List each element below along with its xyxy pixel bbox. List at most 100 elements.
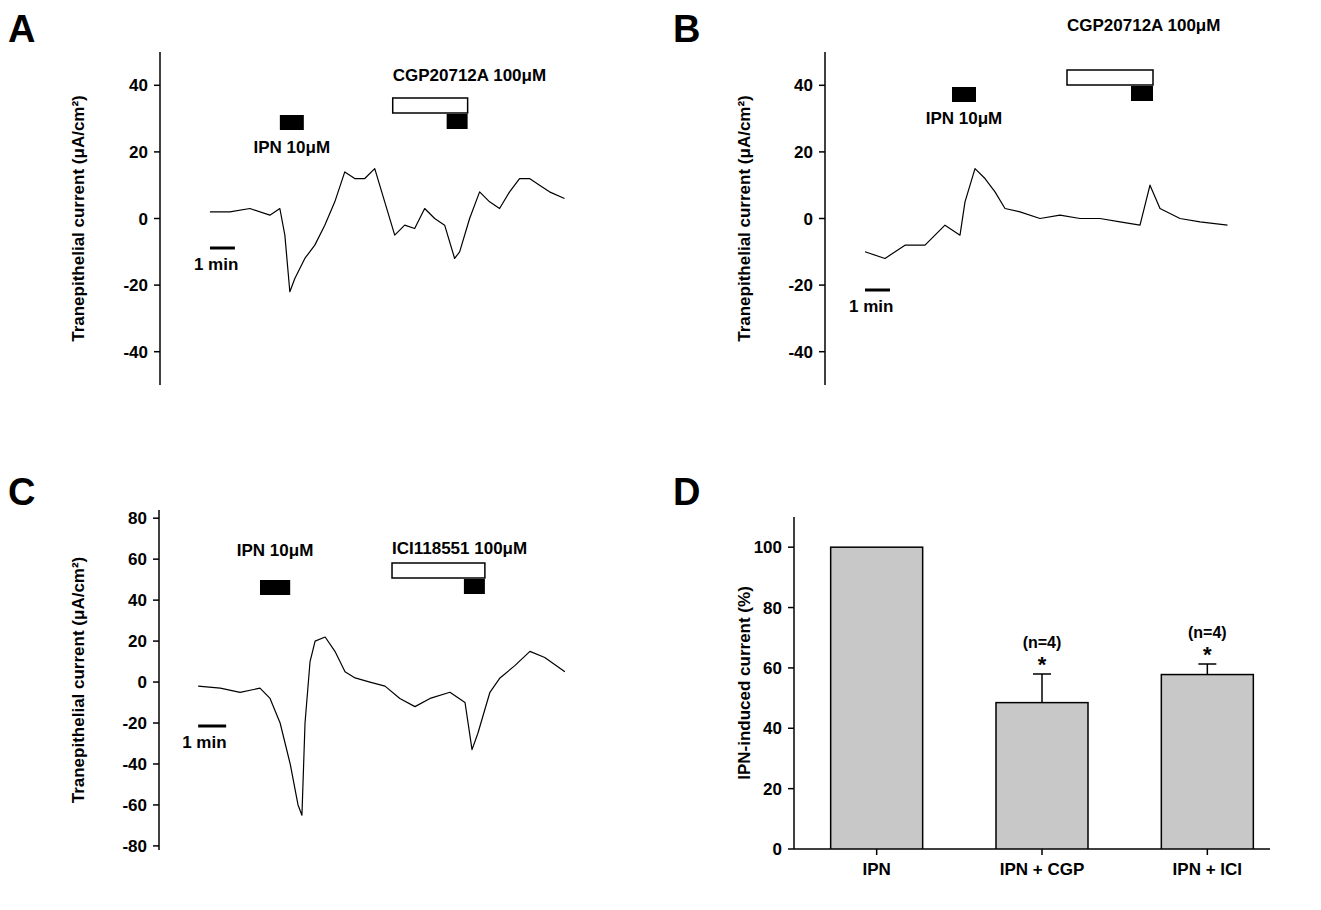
- antagonist-label: CGP20712A 100μM: [393, 66, 546, 85]
- y-tick-label: -40: [122, 755, 147, 774]
- y-tick: [154, 351, 160, 353]
- y-tick: [153, 763, 159, 765]
- y-tick: [154, 284, 160, 286]
- y-tick-label: 20: [129, 143, 148, 162]
- scale-bar-label: 1 min: [182, 733, 226, 752]
- scale-bar: [198, 725, 226, 728]
- y-tick: [788, 546, 794, 548]
- y-tick: [153, 640, 159, 642]
- y-tick-label: 100: [754, 538, 782, 557]
- antagonist-label: CGP20712A 100μM: [1067, 16, 1220, 35]
- antagonist-bar: [393, 98, 468, 113]
- agonist-bar: [952, 87, 976, 102]
- y-tick-label: -40: [788, 343, 813, 362]
- y-tick: [788, 607, 794, 609]
- bar: [1161, 675, 1253, 849]
- current-trace: [865, 169, 1228, 259]
- y-tick-label: 0: [138, 673, 147, 692]
- scale-bar-label: 1 min: [849, 297, 893, 316]
- y-axis-label: Tranepithelial current (μA/cm²): [69, 95, 88, 342]
- y-tick: [154, 151, 160, 153]
- y-tick-label: 60: [763, 659, 782, 678]
- n-label: (n=4): [1188, 624, 1227, 641]
- y-tick-label: -80: [122, 837, 147, 856]
- y-tick-label: 40: [129, 76, 148, 95]
- panel-letter: C: [8, 471, 35, 513]
- y-tick: [154, 85, 160, 87]
- agonist-bar: [260, 580, 290, 595]
- y-tick-label: 40: [763, 719, 782, 738]
- y-tick-label: -20: [788, 276, 813, 295]
- y-tick: [153, 804, 159, 806]
- agonist-bar: [280, 115, 304, 130]
- y-tick-label: -40: [123, 343, 148, 362]
- panel-2: C -80 -60 -40 -20 0 20 40 60 80 Tranepithelial cur…: [8, 471, 565, 856]
- x-tick: [1207, 849, 1209, 855]
- agonist-bar: [447, 114, 468, 129]
- y-tick-label: 40: [128, 591, 147, 610]
- current-trace: [210, 169, 565, 292]
- panel-0: A -40 -20 0 20 40 Tranepithelial current (μA/c…: [8, 8, 565, 385]
- y-axis: [793, 517, 795, 849]
- y-axis-label: Tranepithelial current (μA/cm²): [69, 557, 88, 804]
- y-tick: [153, 599, 159, 601]
- current-trace: [198, 637, 565, 815]
- antagonist-label: ICI118551 100μM: [392, 539, 527, 558]
- plot-area: [831, 547, 1254, 849]
- y-tick: [153, 845, 159, 847]
- panel-1: B-40-2002040Tranepithelial current (μA/c…: [673, 8, 1228, 385]
- y-tick-label: 20: [128, 632, 147, 651]
- scale-bar: [210, 247, 235, 250]
- antagonist-bar: [1067, 70, 1153, 85]
- y-axis: [158, 510, 160, 850]
- y-tick: [153, 681, 159, 683]
- agonist-label: IPN 10μM: [237, 541, 314, 560]
- y-tick: [788, 788, 794, 790]
- x-tick: [876, 849, 878, 855]
- plot-area: [198, 637, 565, 815]
- significance: *: [1038, 652, 1047, 677]
- y-tick: [788, 848, 794, 850]
- y-tick: [153, 517, 159, 519]
- y-tick-label: 80: [763, 599, 782, 618]
- y-tick: [788, 728, 794, 730]
- panel-letter: D: [673, 471, 700, 513]
- y-tick-label: 80: [128, 509, 147, 528]
- scale-bar: [865, 289, 890, 292]
- bar: [831, 547, 923, 849]
- agonist-bar: [1131, 86, 1153, 101]
- y-tick-label: 0: [139, 210, 148, 229]
- panel-letter: B: [673, 8, 700, 50]
- x-tick-label: IPN: [862, 860, 890, 879]
- y-tick-label: -20: [122, 714, 147, 733]
- y-tick: [153, 558, 159, 560]
- y-tick: [153, 722, 159, 724]
- plot-area: [865, 169, 1228, 259]
- y-axis-label: Tranepithelial current (μA/cm²): [735, 95, 754, 342]
- y-tick-label: 40: [794, 76, 813, 95]
- scale-bar-label: 1 min: [194, 255, 238, 274]
- agonist-bar: [464, 579, 485, 594]
- y-tick: [819, 85, 825, 87]
- y-tick-label: -20: [123, 276, 148, 295]
- y-tick: [819, 218, 825, 220]
- y-tick: [819, 351, 825, 353]
- y-tick-label: 60: [128, 550, 147, 569]
- y-axis-label: IPN-induced current (%): [735, 586, 754, 780]
- y-tick-label: 20: [794, 143, 813, 162]
- x-tick-label: IPN + CGP: [1000, 860, 1085, 879]
- y-tick: [819, 284, 825, 286]
- y-tick: [788, 667, 794, 669]
- y-tick-label: -60: [122, 796, 147, 815]
- y-tick-label: 20: [763, 780, 782, 799]
- agonist-label: IPN 10μM: [926, 109, 1003, 128]
- antagonist-bar: [392, 563, 485, 578]
- plot-area: [210, 169, 565, 292]
- panel-letter: A: [8, 8, 35, 50]
- agonist-label: IPN 10μM: [254, 138, 331, 157]
- x-tick: [1041, 849, 1043, 855]
- y-tick-label: 0: [773, 840, 782, 859]
- y-tick: [819, 151, 825, 153]
- bar: [996, 703, 1088, 849]
- y-tick: [154, 218, 160, 220]
